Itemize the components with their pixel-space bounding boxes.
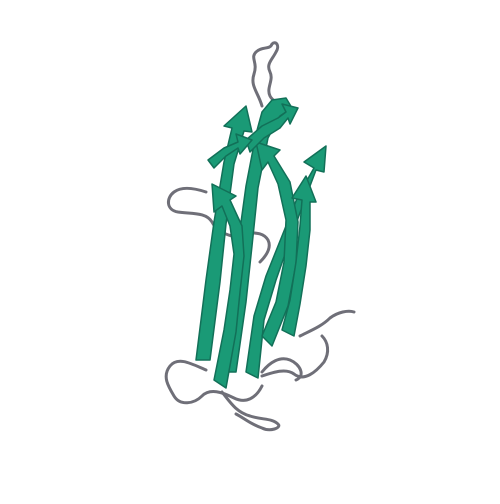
beta-sheet bbox=[195, 97, 327, 389]
beta-strand-5 bbox=[281, 175, 317, 337]
coil-loop-bottom-right bbox=[260, 334, 330, 379]
coil-loop-bottom bbox=[220, 390, 281, 432]
coil-loop-bottom-left bbox=[164, 359, 264, 405]
coil-loop-lower-mid bbox=[260, 357, 303, 382]
beta-strand-8 bbox=[207, 133, 253, 169]
coil-loop-right bbox=[298, 309, 356, 338]
coil-loop-top bbox=[251, 41, 286, 108]
beta-strand-3 bbox=[245, 145, 327, 379]
beta-strand-4 bbox=[255, 141, 299, 347]
beta-strand-6 bbox=[211, 183, 245, 389]
beta-strand-7 bbox=[245, 103, 299, 153]
